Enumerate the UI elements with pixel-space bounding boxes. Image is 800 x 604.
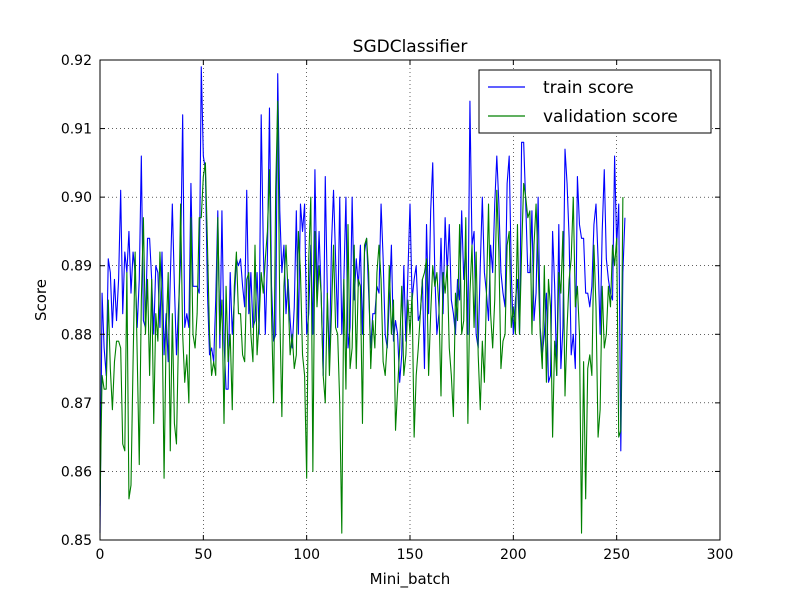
y-tick-label: 0.89 [61,259,92,275]
y-tick-label: 0.92 [61,53,92,69]
y-tick-label: 0.90 [61,190,92,206]
x-axis-label: Mini_batch [370,570,451,589]
legend: train score validation score [478,69,712,134]
y-tick-label: 0.88 [61,327,92,343]
y-tick-label: 0.91 [61,122,92,138]
y-tick-label: 0.86 [61,464,92,480]
legend-label-train: train score [543,78,634,98]
axis-ticks: 0 50 100 150 200 250 300 0.85 0.86 0.87 0.88 0.89 0.… [61,53,734,563]
chart-title: SGDClassifier [353,37,468,57]
x-tick-label: 100 [293,547,320,563]
legend-label-validation: validation score [543,107,678,127]
y-axis-label: Score [32,279,50,321]
plot-lines [99,66,626,534]
legend-box [478,69,712,134]
x-tick-label: 200 [500,547,527,563]
y-tick-label: 0.85 [61,533,92,549]
x-tick-label: 0 [96,547,105,563]
y-tick-label: 0.87 [61,396,92,412]
series-line-validation-score [99,100,624,534]
x-tick-label: 50 [194,547,212,563]
x-tick-label: 150 [397,547,424,563]
x-tick-label: 250 [603,547,630,563]
x-tick-label: 300 [707,547,734,563]
